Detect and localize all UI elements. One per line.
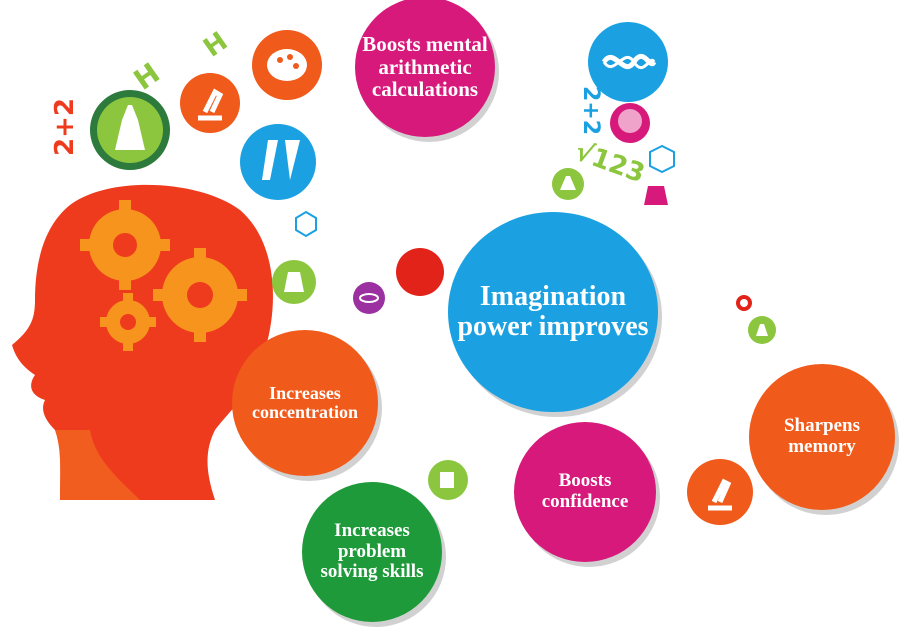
small-red-ring-icon	[736, 295, 752, 311]
center-bubble: Imagination power improves	[448, 212, 658, 412]
benefit-problem-solving-label: Increases problem solving skills	[320, 520, 424, 583]
red-dot-icon	[396, 248, 444, 296]
flask-icon	[552, 168, 668, 205]
drawing-tools-icon	[240, 124, 316, 200]
microscope-icon	[180, 73, 240, 133]
dna-icon	[588, 22, 668, 102]
atom-icon	[353, 282, 385, 314]
cube-icon	[295, 144, 675, 238]
benefit-confidence-bubble: Boosts confidence	[514, 422, 656, 562]
flask-icon	[272, 260, 316, 304]
benefit-memory-label: Sharpens memory	[783, 415, 861, 457]
palette-icon	[252, 30, 322, 100]
doodle-two-plus-two-left: 2+2	[49, 98, 80, 156]
notebook-icon	[428, 460, 468, 500]
flask-icon	[748, 316, 776, 344]
bell-icon	[90, 90, 170, 170]
benefit-confidence-label: Boosts confidence	[541, 470, 629, 512]
center-label: Imagination power improves	[457, 280, 649, 342]
globe-icon	[610, 103, 650, 143]
head-with-gears-icon	[12, 184, 273, 500]
benefit-concentration-label: Increases concentration	[252, 382, 358, 422]
benefit-memory-bubble: Sharpens memory	[749, 364, 895, 510]
microscope-icon	[687, 459, 753, 525]
benefit-arithmetic-label: Boosts mental arithmetic calculations	[362, 31, 488, 102]
benefit-arithmetic-bubble: Boosts mental arithmetic calculations	[355, 0, 495, 137]
doodle-two-plus-two-right: 2+2	[578, 85, 604, 136]
benefit-concentration-bubble: Increases concentration	[232, 330, 378, 476]
benefit-problem-solving-bubble: Increases problem solving skills	[302, 482, 442, 622]
